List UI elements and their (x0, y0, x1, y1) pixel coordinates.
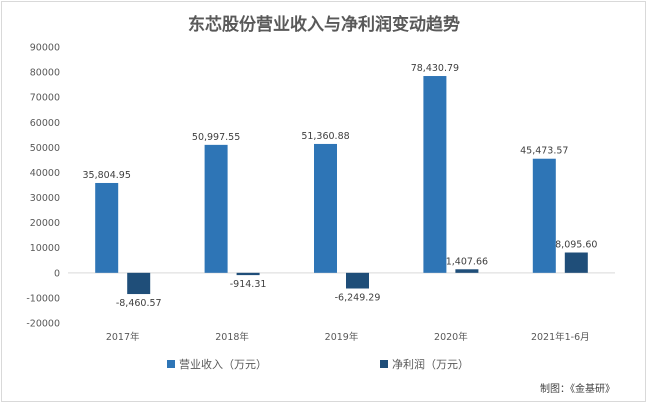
y-tick-label: 10000 (30, 243, 60, 254)
bar-net-profit (236, 272, 260, 276)
bar-revenue (423, 76, 447, 273)
y-axis: -20000 -10000 0 10000 20000 30000 40000 50000 60… (26, 43, 60, 330)
bar-revenue (204, 144, 228, 273)
legend-swatch-net-profit (380, 360, 388, 368)
y-tick-label: 50000 (30, 143, 60, 154)
y-tick-label: -20000 (26, 319, 60, 330)
data-label-net-profit: -914.31 (230, 279, 267, 290)
y-tick-label: 70000 (30, 93, 60, 104)
bar-net-profit (455, 269, 479, 273)
data-label-revenue: 51,360.88 (301, 131, 349, 142)
y-tick-label: 90000 (30, 43, 60, 54)
legend-label-revenue: 营业收入（万元） (179, 357, 267, 371)
bar-net-profit (564, 252, 588, 273)
x-tick-label: 2017年 (106, 331, 140, 343)
legend: 营业收入（万元） 净利润（万元） (167, 357, 469, 371)
data-label-revenue: 78,430.79 (411, 63, 459, 74)
chart-title: 东芯股份营业收入与净利润变动趋势 (188, 14, 460, 35)
y-tick-label: 80000 (30, 68, 60, 79)
y-tick-label: -10000 (26, 293, 60, 304)
bar-net-profit (127, 272, 151, 295)
y-tick-label: 30000 (30, 193, 60, 204)
y-tick-label: 0 (54, 268, 60, 279)
y-tick-label: 40000 (30, 168, 60, 179)
y-tick-label: 60000 (30, 118, 60, 129)
data-label-net-profit: 8,095.60 (555, 240, 597, 251)
bar-net-profit (346, 272, 369, 289)
x-tick-label: 2021年1-6月 (531, 331, 590, 343)
data-label-net-profit: -8,460.57 (116, 298, 162, 309)
legend-label-net-profit: 净利润（万元） (392, 357, 469, 371)
x-tick-label: 2020年 (434, 331, 468, 343)
bars: 35,804.95 -8,460.57 50,997.55 -914.31 51,360… (83, 63, 598, 309)
x-tick-label: 2019年 (325, 331, 359, 343)
bar-revenue (532, 158, 556, 273)
y-tick-label: 20000 (30, 218, 60, 229)
x-tick-label: 2018年 (215, 331, 249, 343)
legend-swatch-revenue (167, 360, 175, 368)
data-label-revenue: 45,473.57 (520, 146, 568, 157)
data-label-net-profit: 1,407.66 (446, 256, 488, 267)
x-axis: 2017年 2018年 2019年 2020年 2021年1-6月 (106, 331, 590, 343)
chart-credit: 制图：《金基研》 (540, 382, 615, 395)
bar-revenue (95, 182, 119, 273)
data-label-net-profit: -6,249.29 (335, 292, 381, 303)
data-label-revenue: 35,804.95 (83, 170, 131, 181)
data-label-revenue: 50,997.55 (192, 132, 240, 143)
bar-revenue (314, 143, 337, 273)
